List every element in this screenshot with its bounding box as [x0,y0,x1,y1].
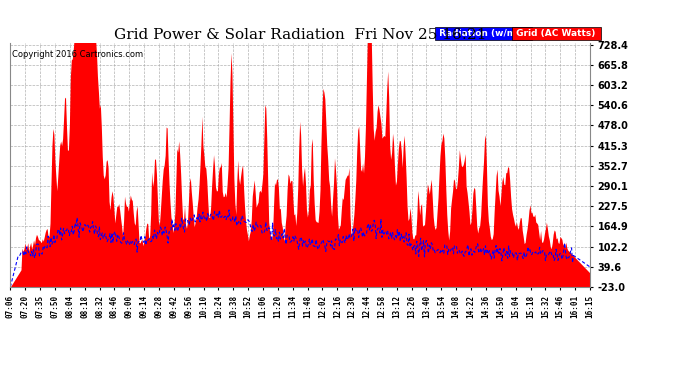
Text: Copyright 2016 Cartronics.com: Copyright 2016 Cartronics.com [12,51,143,59]
Text: Radiation (w/m2): Radiation (w/m2) [436,29,530,38]
Title: Grid Power & Solar Radiation  Fri Nov 25 16:21: Grid Power & Solar Radiation Fri Nov 25 … [114,28,486,42]
Text: Grid (AC Watts): Grid (AC Watts) [513,29,599,38]
